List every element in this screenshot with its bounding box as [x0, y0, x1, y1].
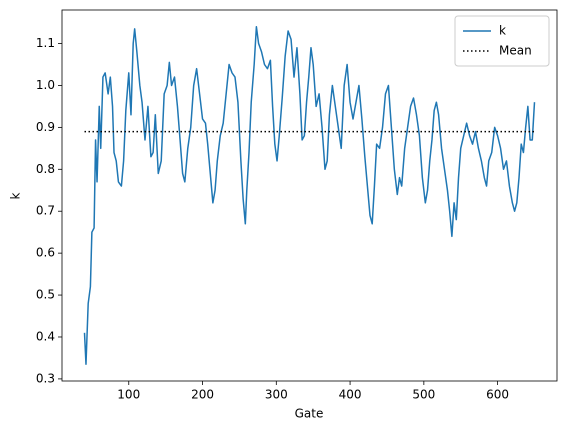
y-tick-label: 0.7 — [36, 204, 55, 218]
y-tick-label: 1.1 — [36, 36, 55, 50]
y-tick-label: 0.5 — [36, 288, 55, 302]
y-tick-label: 1.0 — [36, 78, 55, 92]
plot-frame — [61, 9, 558, 382]
x-tick-label: 400 — [339, 388, 362, 402]
y-tick-label: 0.4 — [36, 329, 55, 343]
y-tick-label: 0.3 — [36, 371, 55, 385]
legend-label: Mean — [499, 44, 532, 58]
series-line — [83, 26, 536, 365]
x-tick-label: 200 — [191, 388, 214, 402]
legend-label: k — [499, 24, 506, 38]
x-axis-label: Gate — [295, 407, 324, 421]
y-tick-label: 0.6 — [36, 246, 55, 260]
x-tick-label: 100 — [117, 388, 140, 402]
y-axis-label: k — [9, 192, 23, 199]
y-tick-label: 0.8 — [36, 162, 55, 176]
x-tick-label: 300 — [265, 388, 288, 402]
x-tick-label: 600 — [486, 388, 509, 402]
legend-box — [454, 15, 550, 67]
x-tick-label: 500 — [412, 388, 435, 402]
y-tick-label: 0.9 — [36, 120, 55, 134]
